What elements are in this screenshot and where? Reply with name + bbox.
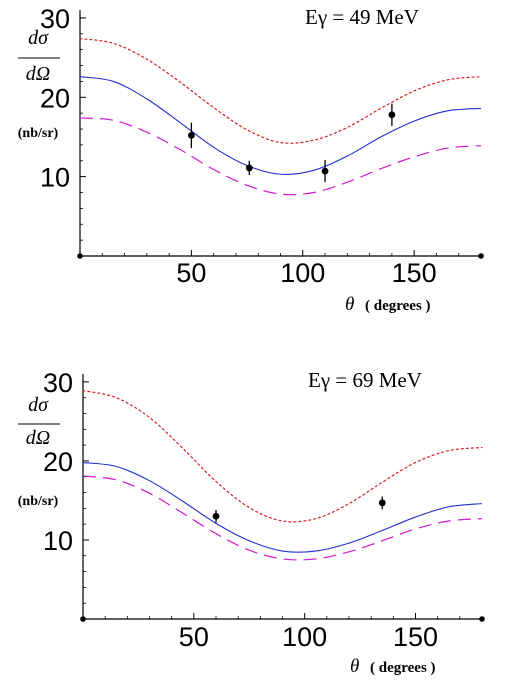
y-label-numerator: dσ [28,394,49,416]
data-point [187,131,195,139]
x-tick-label: 50 [176,258,206,288]
data-point [388,111,396,119]
series-line-solid [79,76,482,175]
y-tick-label: 20 [40,83,70,113]
series-line-solid [82,461,483,553]
y-label-numerator: dσ [28,27,49,49]
y-tick-label: 30 [40,4,70,34]
x-label-symbol: θ [345,294,354,315]
axis-origin-marker [80,616,86,622]
x-tick-label: 50 [179,622,209,652]
x-tick-label: 100 [280,258,325,288]
energy-annotation: Eγ = 69 MeV [308,368,422,392]
y-label-denominator: dΩ [26,63,50,85]
data-point [212,512,220,520]
axis-end-marker [478,253,484,259]
axis-end-marker [479,616,485,622]
energy-annotation: Eγ = 49 MeV [305,5,419,29]
x-tick-label: 150 [393,622,438,652]
y-tick-label: 10 [43,526,73,556]
series-line-dashed [82,475,483,561]
series-line-dashed [79,117,482,196]
data-point [378,499,386,507]
series-line-dotted [82,390,483,523]
x-label-unit: ( degrees ) [365,298,431,314]
y-label-denominator: dΩ [26,427,50,449]
y-tick-label: 30 [43,368,73,398]
y-unit-label: (nb/sr) [18,126,59,141]
series-line-dotted [79,37,482,144]
y-tick-label: 10 [40,163,70,193]
x-label-symbol: θ [350,656,359,677]
chart-panel-2: 10 20 30 50 100 150 Eγ = 69 MeV dσ dΩ (nb/sr) θ ( d… [18,368,485,677]
y-unit-label: (nb/sr) [18,494,59,509]
y-tick-label: 20 [43,447,73,477]
x-label-unit: ( degrees ) [370,660,436,676]
chart-panel-1: 10 20 30 50 100 150 Eγ = 49 MeV dσ dΩ (nb/sr) θ ( d… [18,4,484,315]
axis-origin-marker [77,253,83,259]
x-tick-label: 150 [392,258,437,288]
x-tick-label: 100 [282,622,327,652]
data-point [321,167,329,175]
data-point [245,164,253,172]
